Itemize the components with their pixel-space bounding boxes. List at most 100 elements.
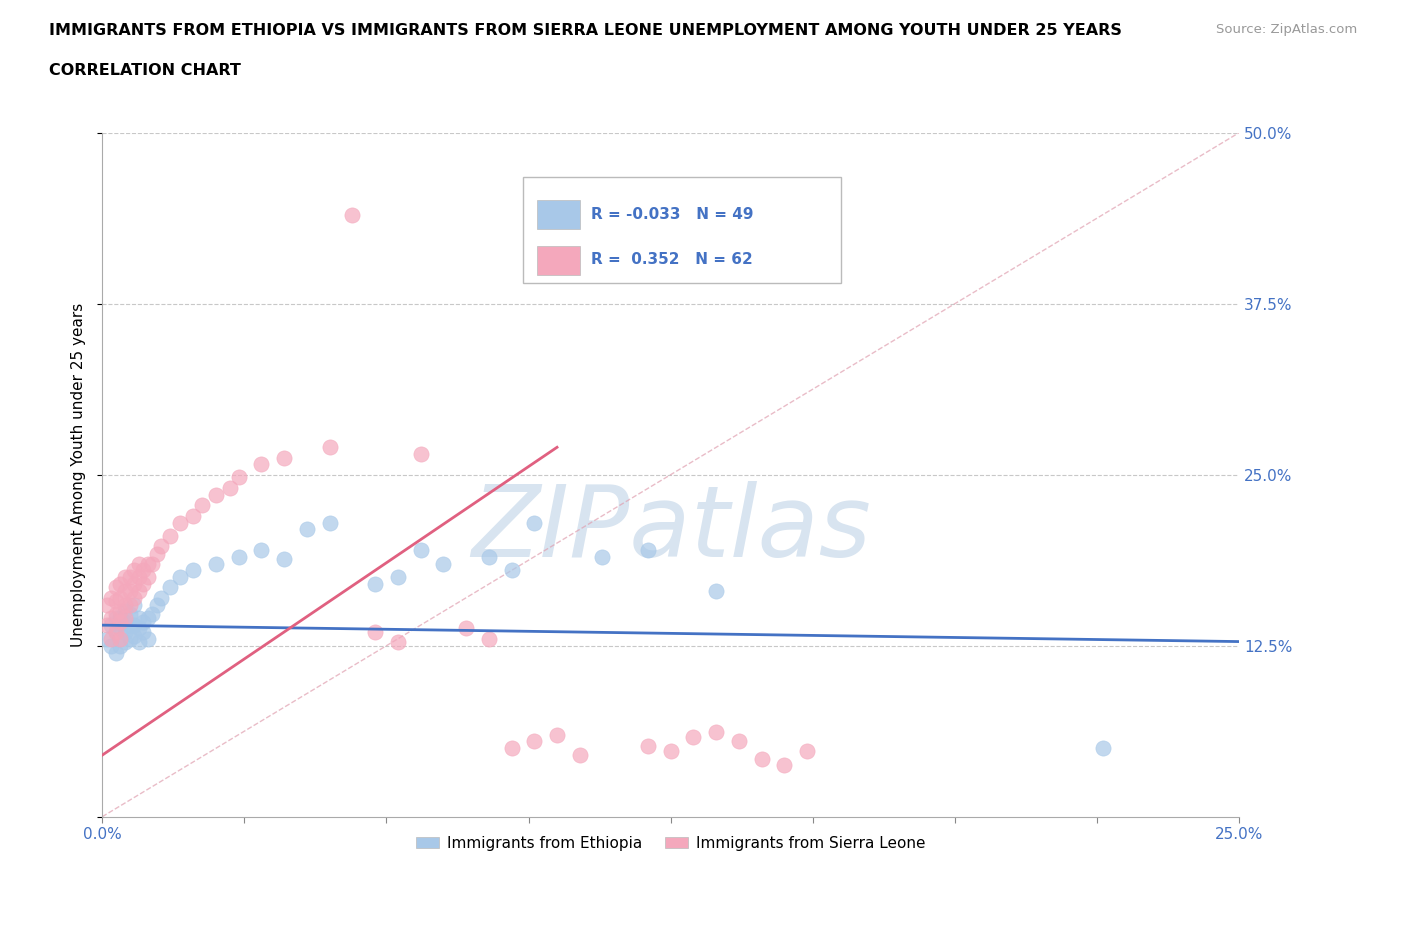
Point [682,730,704,745]
Point [122,618,145,632]
Point [104,606,127,621]
Point [114,570,136,585]
Point [114,615,136,630]
Point [181,563,204,578]
Point [122,597,145,612]
Point [122,629,145,644]
Point [114,634,136,649]
Point [205,556,228,571]
Point [118,597,141,612]
Point [387,570,409,585]
Point [114,611,136,626]
Point [100,638,122,653]
Point [104,579,127,594]
Point [150,538,173,553]
Point [132,615,155,630]
Point [704,724,727,739]
Point [100,631,122,646]
Point [273,552,295,567]
Point [751,751,773,766]
Point [250,457,273,472]
Point [146,547,169,562]
Point [96,618,118,632]
Point [132,577,155,591]
Point [110,631,132,646]
Text: ZIPatlas: ZIPatlas [471,481,870,578]
Point [523,734,546,749]
Point [104,611,127,626]
Point [364,577,387,591]
FancyBboxPatch shape [523,177,841,283]
Point [141,556,163,571]
Point [128,620,150,635]
Point [523,515,546,530]
Point [118,618,141,632]
Bar [537,246,579,275]
Point [110,591,132,605]
Point [659,744,682,759]
Point [159,529,181,544]
Point [273,451,295,466]
Text: IMMIGRANTS FROM ETHIOPIA VS IMMIGRANTS FROM SIERRA LEONE UNEMPLOYMENT AMONG YOUT: IMMIGRANTS FROM ETHIOPIA VS IMMIGRANTS F… [49,23,1122,38]
Point [114,625,136,640]
Point [637,738,659,753]
Point [96,597,118,612]
Point [387,634,409,649]
Point [796,744,818,759]
Point [568,748,591,763]
Point [478,631,501,646]
Point [110,620,132,635]
Point [128,634,150,649]
Point [501,563,523,578]
Point [454,620,477,635]
Point [104,645,127,660]
Point [118,570,141,585]
Point [136,611,159,626]
Point [114,604,136,619]
Point [1091,741,1114,756]
Text: R =  0.352   N = 62: R = 0.352 N = 62 [591,252,752,267]
Point [132,625,155,640]
Point [409,446,432,461]
Point [104,625,127,640]
Point [432,556,454,571]
Point [295,522,318,537]
Text: R = -0.033   N = 49: R = -0.033 N = 49 [591,206,754,221]
Point [146,597,169,612]
Point [191,498,214,512]
Point [128,583,150,598]
Point [228,470,250,485]
Point [136,631,159,646]
Point [96,631,118,646]
Point [118,631,141,646]
Point [478,550,501,565]
Point [128,556,150,571]
Point [704,583,727,598]
Point [409,542,432,557]
Point [250,542,273,557]
Point [110,611,132,626]
Point [150,591,173,605]
Point [228,550,250,565]
Point [110,638,132,653]
Point [122,577,145,591]
Text: CORRELATION CHART: CORRELATION CHART [49,63,240,78]
Point [181,509,204,524]
Point [592,550,614,565]
Point [136,556,159,571]
Point [110,577,132,591]
Point [169,570,191,585]
Legend: Immigrants from Ethiopia, Immigrants from Sierra Leone: Immigrants from Ethiopia, Immigrants fro… [411,830,931,857]
Point [100,591,122,605]
Point [773,757,796,772]
Point [132,563,155,578]
Point [318,440,340,455]
Point [128,611,150,626]
Point [104,593,127,608]
Point [169,515,191,530]
Point [318,515,340,530]
Point [122,563,145,578]
Point [114,597,136,612]
Point [118,583,141,598]
Point [218,481,240,496]
